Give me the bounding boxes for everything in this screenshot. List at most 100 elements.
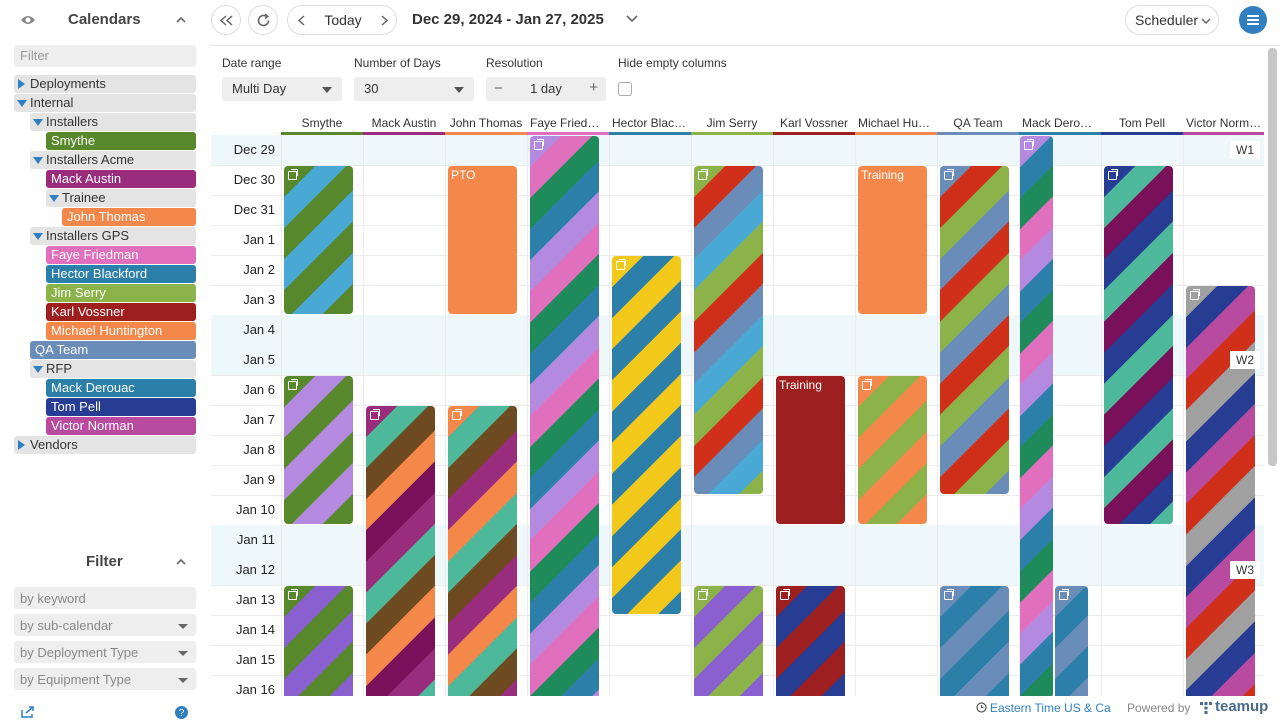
event-block[interactable] — [284, 376, 353, 524]
column-header-faye-friedman[interactable]: Faye Friedman — [527, 114, 609, 135]
date-label: Jan 1 — [243, 232, 275, 247]
group-installers[interactable]: Installers — [30, 113, 196, 131]
event-block[interactable] — [776, 586, 845, 696]
caret-down-icon[interactable] — [49, 195, 59, 202]
calendar-jim-serry[interactable]: Jim Serry — [46, 284, 196, 302]
column-header-mack-austin[interactable]: Mack Austin — [363, 114, 445, 135]
today-button[interactable]: Today — [324, 12, 362, 28]
tree-item-label: Trainee — [62, 190, 106, 205]
event-block[interactable] — [940, 166, 1009, 494]
deployment-type-filter[interactable]: by Deployment Type — [14, 641, 196, 663]
event-block[interactable] — [284, 586, 353, 696]
resolution-minus-button[interactable]: − — [494, 80, 503, 97]
date-range-select[interactable]: Multi Day — [222, 77, 342, 101]
event-block[interactable] — [612, 256, 681, 614]
date-range-title[interactable]: Dec 29, 2024 - Jan 27, 2025 — [412, 11, 604, 28]
calendar-karl-vossner[interactable]: Karl Vossner — [46, 303, 196, 321]
hide-empty-columns-checkbox[interactable] — [618, 82, 632, 96]
event-block[interactable] — [284, 166, 353, 314]
calendar-mack-derouac[interactable]: Mack Derouac — [46, 379, 196, 397]
group-internal[interactable]: Internal — [14, 94, 196, 112]
calendar-filter-input[interactable]: Filter — [14, 45, 196, 67]
timezone-link[interactable]: Eastern Time US & Ca — [990, 701, 1111, 715]
column-header-victor-norman[interactable]: Victor Norman — [1183, 114, 1264, 135]
equipment-type-filter[interactable]: by Equipment Type — [14, 668, 196, 690]
event-block[interactable] — [694, 586, 763, 696]
event-block[interactable] — [1055, 586, 1088, 696]
calendar-mack-austin[interactable]: Mack Austin — [46, 170, 196, 188]
collapse-sidebar-button[interactable] — [211, 5, 241, 35]
event-block[interactable]: Training — [858, 166, 927, 314]
column-header-tom-pell[interactable]: Tom Pell — [1101, 114, 1183, 135]
calendar-faye-friedman[interactable]: Faye Friedman — [46, 246, 196, 264]
date-range-chevron-down-icon[interactable] — [626, 15, 638, 23]
resolution-value: 1 day — [530, 81, 562, 96]
event-block[interactable] — [530, 136, 599, 696]
column-header-qa-team[interactable]: QA Team — [937, 114, 1019, 135]
sub-calendar-filter-label: by sub-calendar — [20, 618, 113, 633]
event-block[interactable] — [1104, 166, 1173, 524]
group-vendors[interactable]: Vendors — [14, 436, 196, 454]
calendar-qa-team[interactable]: QA Team — [30, 341, 196, 359]
share-icon[interactable] — [21, 706, 35, 718]
calendar-hector-blackford[interactable]: Hector Blackford — [46, 265, 196, 283]
column-header-mack-derouac[interactable]: Mack Derouac — [1019, 114, 1101, 135]
keyword-filter-input[interactable]: by keyword — [14, 587, 196, 609]
column-line — [773, 135, 774, 696]
resolution-plus-button[interactable]: + — [589, 79, 598, 96]
caret-down-icon[interactable] — [33, 157, 43, 164]
event-block[interactable]: Training — [776, 376, 845, 524]
next-icon[interactable] — [380, 15, 388, 26]
collapse-calendars-icon[interactable] — [176, 15, 186, 25]
help-icon[interactable]: ? — [175, 706, 188, 719]
caret-right-icon[interactable] — [18, 79, 25, 89]
row-line — [211, 585, 1264, 586]
group-trainee[interactable]: Trainee — [46, 189, 196, 207]
multi-calendar-icon — [1108, 169, 1118, 180]
column-line — [855, 135, 856, 696]
menu-button[interactable] — [1239, 6, 1267, 34]
view-selector[interactable]: Scheduler — [1125, 5, 1219, 35]
caret-down-icon[interactable] — [33, 119, 43, 126]
event-block[interactable] — [366, 406, 435, 696]
group-deployments[interactable]: Deployments — [14, 75, 196, 93]
number-of-days-select[interactable]: 30 — [354, 77, 474, 101]
chevron-down-icon — [178, 678, 188, 683]
refresh-button[interactable] — [248, 5, 278, 35]
calendar-michael-huntington[interactable]: Michael Huntington — [46, 322, 196, 340]
caret-right-icon[interactable] — [18, 440, 25, 450]
previous-icon[interactable] — [298, 15, 306, 26]
footer: Eastern Time US & Ca Powered by teamup — [210, 697, 1280, 720]
eye-icon[interactable] — [20, 13, 36, 27]
column-header-karl-vossner[interactable]: Karl Vossner — [773, 114, 855, 135]
teamup-brand[interactable]: teamup — [1215, 698, 1269, 715]
caret-down-icon[interactable] — [17, 100, 27, 107]
sub-calendar-filter[interactable]: by sub-calendar — [14, 614, 196, 636]
event-block[interactable] — [448, 406, 517, 696]
event-block[interactable] — [1186, 286, 1255, 696]
chevron-down-icon — [178, 651, 188, 656]
caret-down-icon[interactable] — [33, 366, 43, 373]
column-header-smythe[interactable]: Smythe — [281, 114, 363, 135]
column-header-hector-blackford[interactable]: Hector Blackford — [609, 114, 691, 135]
event-block[interactable]: PTO — [448, 166, 517, 314]
collapse-filter-icon[interactable] — [176, 557, 186, 567]
calendar-john-thomas[interactable]: John Thomas — [62, 208, 196, 226]
group-installers-acme[interactable]: Installers Acme — [30, 151, 196, 169]
column-header-jim-serry[interactable]: Jim Serry — [691, 114, 773, 135]
column-header-label: Mack Derouac — [1022, 116, 1100, 130]
calendar-tom-pell[interactable]: Tom Pell — [46, 398, 196, 416]
caret-down-icon[interactable] — [33, 233, 43, 240]
event-block[interactable] — [694, 166, 763, 494]
calendar-victor-norman[interactable]: Victor Norman — [46, 417, 196, 435]
vertical-scrollbar[interactable] — [1268, 48, 1277, 466]
column-header-john-thomas[interactable]: John Thomas — [445, 114, 527, 135]
calendar-smythe[interactable]: Smythe — [46, 132, 196, 150]
multi-calendar-icon — [616, 259, 626, 270]
group-rfp[interactable]: RFP — [30, 360, 196, 378]
column-header-michael-huntington[interactable]: Michael Huntington — [855, 114, 937, 135]
event-block[interactable] — [1020, 136, 1053, 696]
event-block[interactable] — [858, 376, 927, 524]
event-block[interactable] — [940, 586, 1009, 696]
group-installers-gps[interactable]: Installers GPS — [30, 227, 196, 245]
